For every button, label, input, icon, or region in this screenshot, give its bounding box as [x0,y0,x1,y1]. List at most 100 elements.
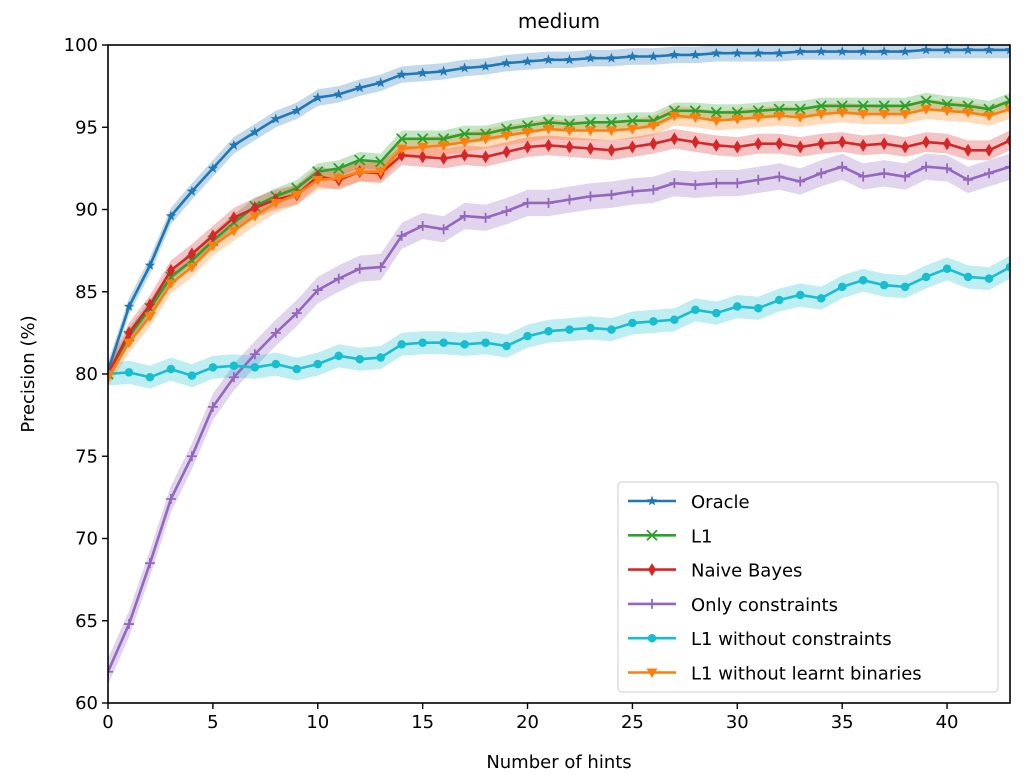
data-point [691,305,700,315]
data-point [249,126,261,137]
x-tick-label: 30 [726,712,749,733]
data-point [648,51,659,61]
data-point [878,46,890,56]
data-point [354,263,365,274]
x-tick-label: 35 [831,712,854,733]
y-tick-label: 85 [75,282,98,303]
data-point [983,45,995,55]
data-point [397,340,406,349]
data-point [754,303,763,313]
data-point [165,494,176,505]
legend-entry-4: L1 without constraints [628,629,892,650]
legend-box [617,481,999,693]
data-point [628,318,637,328]
data-point [250,363,260,372]
legend-label: L1 without learnt binaries [691,664,922,685]
data-point [711,178,722,189]
data-point [690,179,701,190]
confidence-band-1 [108,92,1010,383]
data-point [270,327,281,338]
data-point [941,106,953,117]
data-point [857,46,869,56]
data-point [690,49,701,60]
data-point [899,110,911,120]
legend-marker [647,598,657,609]
legend-marker [646,495,658,506]
data-point [838,135,847,149]
data-point [942,264,952,273]
data-point [354,154,366,166]
data-point [962,108,974,118]
data-point [228,226,240,237]
data-point [480,212,491,223]
data-point [523,140,532,154]
chart-title: medium [518,9,600,33]
data-point [144,558,155,569]
data-point [396,133,408,145]
data-point [794,103,806,115]
data-point [354,82,365,93]
data-point [144,259,156,270]
axes: 0 5 10 15 20 25 30 35 40 60 65 70 75 80 85 90 95 100 [64,35,1011,733]
x-tick-label: 15 [411,712,434,733]
data-point [375,77,386,88]
data-point [355,354,364,364]
data-point [922,135,931,149]
legend-entry-3: Only constraints [628,595,838,616]
data-point [124,326,133,340]
data-point [564,194,575,205]
data-point [691,135,700,149]
series-0 [108,45,1010,376]
x-tick-label: 20 [516,712,539,733]
y-tick-label: 65 [75,611,98,632]
data-point [523,331,532,341]
series-line [108,48,1010,372]
data-point [460,148,469,162]
data-point [899,46,911,56]
data-point [480,134,492,145]
data-point [943,137,952,151]
data-point [605,126,617,137]
data-point [313,359,323,369]
legend-label: Only constraints [691,595,838,616]
data-point [396,230,407,241]
data-point [649,317,658,326]
y-tick-label: 75 [75,446,98,467]
data-point [375,262,386,273]
legend-entry-5: L1 without learnt binaries [628,664,922,685]
x-tick-label: 0 [102,712,113,733]
legend-label: Naive Bayes [691,561,802,582]
confidence-band-3 [108,153,1010,685]
data-point [312,175,324,186]
data-point [229,361,239,371]
data-point [815,110,827,120]
data-point [964,143,973,157]
data-point [985,143,994,157]
data-point [502,341,511,351]
data-point [815,100,827,112]
data-point [543,124,555,135]
series-4 [108,262,1010,382]
legend-marker [646,529,658,541]
data-point [584,126,596,137]
data-point [396,144,408,155]
data-point [774,171,785,182]
data-point [775,295,784,305]
data-point [732,47,743,58]
y-tick-label: 95 [75,117,98,138]
data-point [1006,133,1010,147]
data-point [878,110,890,120]
data-point [208,363,218,372]
data-point [145,373,155,382]
data-point [108,373,114,383]
data-point [417,220,428,231]
data-point [607,325,616,334]
data-point [291,308,302,319]
data-point [334,351,343,361]
data-point [565,325,574,334]
data-point [270,113,281,124]
data-point [165,279,177,290]
data-point [459,211,470,222]
data-point [481,150,490,164]
